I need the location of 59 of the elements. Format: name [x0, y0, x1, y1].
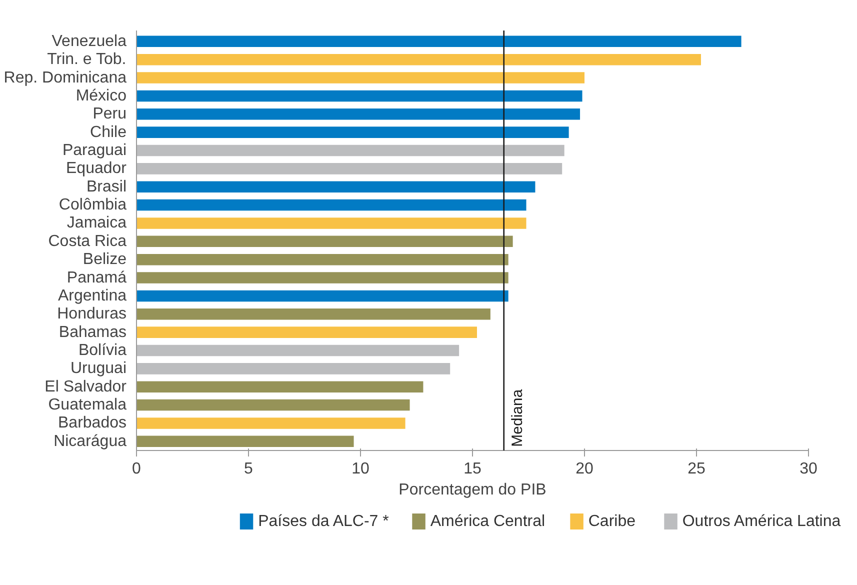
bar — [136, 236, 513, 248]
bar — [136, 363, 450, 374]
x-tick-label: 10 — [352, 460, 370, 478]
y-tick-label: Barbados — [58, 414, 127, 432]
y-tick-label: Argentina — [58, 287, 127, 304]
bar — [136, 72, 584, 84]
x-axis-title: Porcentagem do PIB — [398, 482, 546, 498]
ref-line-label: Mediana — [508, 388, 526, 447]
bar — [136, 381, 424, 392]
y-tick-label: Colômbia — [58, 196, 127, 214]
bar — [136, 126, 569, 138]
y-tick-label: Bahamas — [58, 324, 126, 341]
bar — [136, 163, 562, 174]
bar — [136, 436, 354, 448]
legend-label: Outros América Latina — [682, 513, 841, 530]
bar — [136, 254, 508, 266]
y-tick-label: Costa Rica — [48, 232, 127, 250]
y-tick-label: Panamá — [66, 269, 127, 286]
bar — [136, 326, 477, 338]
bar — [136, 108, 580, 120]
bar — [136, 54, 701, 66]
bar — [136, 36, 742, 48]
y-tick-label: Brasil — [86, 178, 127, 196]
legend-label: Caribe — [588, 513, 636, 530]
bar — [136, 399, 410, 411]
y-tick-label: Nicarágua — [54, 432, 127, 450]
y-tick-label: Equador — [66, 160, 128, 178]
x-tick-label: 0 — [132, 460, 142, 478]
bar — [136, 290, 508, 302]
y-tick-label: México — [76, 87, 127, 104]
y-tick-label: Honduras — [57, 306, 126, 323]
y-tick-label: Venezuela — [52, 32, 127, 50]
bar — [136, 418, 406, 429]
y-tick-label: Guatemala — [48, 396, 127, 414]
bar — [136, 272, 508, 284]
bar — [136, 344, 460, 356]
y-tick-label: Peru — [92, 106, 126, 123]
bar — [136, 90, 582, 102]
x-tick-label: 25 — [688, 460, 706, 478]
y-tick-label: Bolívia — [78, 342, 127, 359]
bar — [136, 308, 490, 320]
x-tick-label: 5 — [244, 460, 254, 478]
x-tick-label: 30 — [800, 460, 818, 478]
bar — [136, 144, 564, 156]
legend-label: América Central — [430, 513, 546, 530]
y-tick-label: Jamaica — [66, 214, 127, 232]
bar — [136, 181, 536, 192]
y-tick-label: Uruguai — [70, 360, 126, 378]
legend-label: Países da ALC-7 * — [258, 513, 389, 530]
y-tick-label: Belize — [82, 251, 127, 268]
y-tick-label: Trin. e Tob. — [47, 51, 126, 68]
bar — [136, 218, 526, 229]
y-tick-label: Chile — [90, 124, 127, 141]
y-tick-label: Rep. Dominicana — [4, 69, 127, 86]
y-tick-label: El Salvador — [44, 378, 128, 396]
x-tick-label: 20 — [576, 460, 594, 478]
bar — [136, 199, 526, 211]
y-tick-label: Paraguai — [62, 142, 126, 159]
x-tick-label: 15 — [464, 460, 482, 478]
